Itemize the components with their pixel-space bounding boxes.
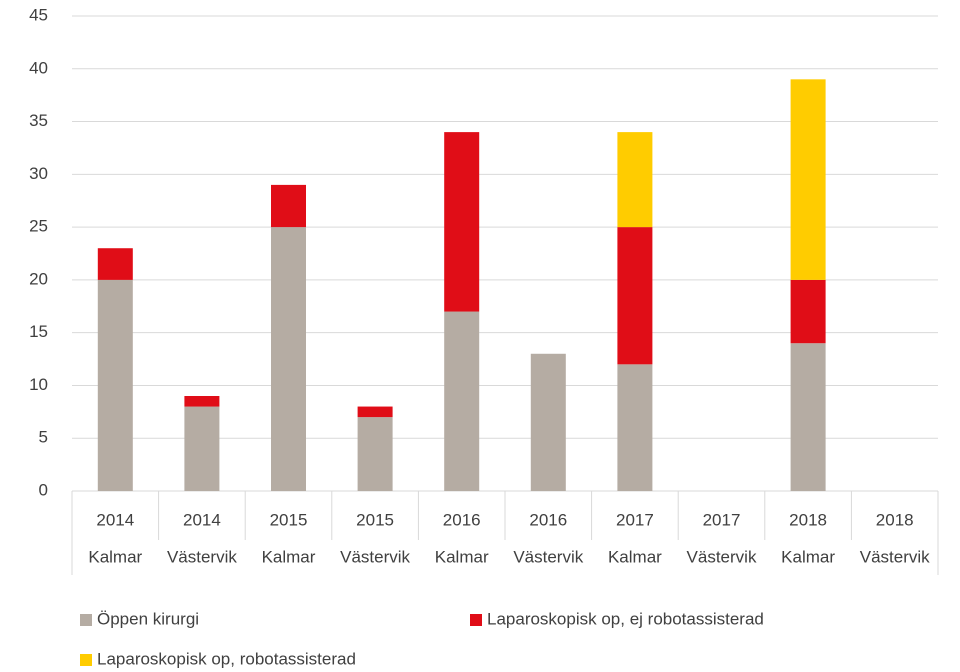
- bar-segment: [444, 311, 480, 491]
- bar-segment: [617, 132, 653, 228]
- x-subcategory-label: Västervik: [687, 547, 757, 566]
- y-tick-label: 30: [29, 164, 48, 183]
- bar-segment: [271, 227, 306, 491]
- y-tick-label: 10: [29, 375, 48, 394]
- x-subcategory-label: Kalmar: [608, 547, 662, 566]
- y-tick-label: 5: [39, 428, 48, 447]
- bar-segment: [790, 79, 826, 280]
- bar-segment: [790, 279, 826, 344]
- x-tick-label: 2015: [270, 510, 308, 529]
- y-tick-label: 45: [29, 5, 48, 24]
- x-subcategory-label: Västervik: [167, 547, 237, 566]
- x-tick-label: 2017: [703, 510, 741, 529]
- bar-segment: [617, 227, 653, 365]
- x-tick-label: 2016: [443, 510, 481, 529]
- x-subcategory-label: Västervik: [340, 547, 410, 566]
- bar-segment: [444, 132, 480, 312]
- x-subcategory-label: Kalmar: [781, 547, 835, 566]
- x-tick-label: 2018: [789, 510, 827, 529]
- legend-swatch: [80, 614, 92, 626]
- x-subcategory-label: Kalmar: [262, 547, 316, 566]
- bar-segment: [790, 343, 826, 491]
- x-subcategory-label: Kalmar: [88, 547, 142, 566]
- legend-label: Laparoskopisk op, ej robotassisterad: [487, 609, 764, 628]
- legend-swatch: [470, 614, 482, 626]
- x-tick-label: 2014: [183, 510, 221, 529]
- legend-swatch: [80, 654, 92, 666]
- y-tick-label: 40: [29, 58, 48, 77]
- bar-segment: [357, 417, 393, 491]
- y-tick-label: 20: [29, 269, 48, 288]
- bar-segment: [357, 406, 393, 418]
- x-tick-label: 2014: [96, 510, 134, 529]
- x-tick-label: 2018: [876, 510, 914, 529]
- bar-segment: [97, 248, 133, 280]
- y-tick-label: 35: [29, 111, 48, 130]
- x-tick-label: 2015: [356, 510, 394, 529]
- bar-segment: [530, 353, 566, 491]
- x-subcategory-label: Västervik: [860, 547, 930, 566]
- bar-segment: [271, 184, 306, 228]
- x-tick-label: 2016: [529, 510, 567, 529]
- legend-label: Laparoskopisk op, robotassisterad: [97, 649, 356, 668]
- legend-label: Öppen kirurgi: [97, 609, 199, 628]
- x-subcategory-label: Västervik: [513, 547, 583, 566]
- bar-segment: [97, 279, 133, 491]
- x-tick-label: 2017: [616, 510, 654, 529]
- bar-segment: [184, 396, 220, 407]
- bar-segment: [184, 406, 220, 491]
- x-subcategory-label: Kalmar: [435, 547, 489, 566]
- y-tick-label: 0: [39, 480, 48, 499]
- bar-segment: [617, 364, 653, 491]
- y-tick-label: 15: [29, 322, 48, 341]
- y-tick-label: 25: [29, 217, 48, 236]
